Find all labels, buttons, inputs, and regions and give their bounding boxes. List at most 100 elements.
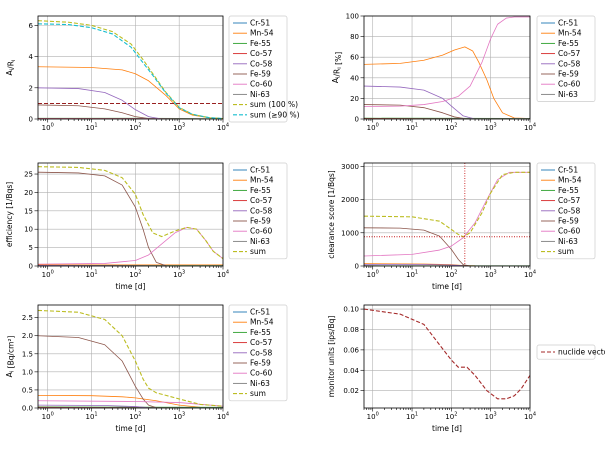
series-line: [364, 171, 530, 238]
chart-p4: 100 101 102 103 104 0 1000 2000 3000 time [d] clea…: [327, 162, 596, 291]
x-tick-label: 104: [217, 412, 229, 422]
legend-entry: Ni-63: [558, 237, 578, 246]
legend-entry: Fe-55: [558, 186, 579, 195]
chart-p6: 100 101 102 103 104 0.02 0.04 0.06 0.08 0.10 time …: [327, 304, 605, 433]
legend-entry: Mn-54: [250, 318, 274, 327]
y-tick-label: 6: [29, 22, 34, 30]
legend-entry: Cr-51: [250, 19, 270, 28]
legend: nuclide vector: [536, 344, 605, 360]
series-line: [364, 171, 530, 257]
legend-entry: Fe-55: [250, 39, 271, 48]
legend-entry: Co-57: [558, 196, 580, 205]
legend-entry: Mn-54: [250, 29, 274, 38]
legend-entry: sum: [250, 247, 266, 256]
gridlines: [364, 15, 531, 120]
gridlines: [364, 305, 531, 408]
legend-entry: Mn-54: [250, 176, 274, 185]
x-tick-label: 101: [406, 412, 418, 422]
y-tick-label: 100: [346, 13, 359, 21]
axes-frame: [363, 15, 531, 120]
legend-entry: Co-58: [558, 59, 580, 68]
series-line: [364, 46, 530, 119]
series-group: [38, 309, 223, 408]
x-tick-label: 102: [445, 270, 457, 280]
y-tick-label: 20: [350, 95, 359, 103]
x-tick-label: 103: [173, 270, 185, 280]
series-line: [38, 309, 223, 407]
x-tick-label: 103: [485, 270, 497, 280]
series-group: [364, 308, 530, 400]
legend-entry: Ni-63: [558, 90, 578, 99]
x-tick-label: 102: [129, 270, 141, 280]
series-line: [38, 335, 157, 408]
legend-entry: nuclide vector: [558, 348, 605, 357]
legend-box: [228, 304, 288, 402]
y-tick-label: 0.02: [343, 387, 359, 395]
axes-frame: [37, 162, 224, 267]
x-tick-label: 100: [42, 270, 54, 280]
series-line: [364, 85, 476, 119]
x-tick-label: 104: [217, 270, 229, 280]
x-tick-label: 100: [367, 412, 379, 422]
y-tick-label: 80: [350, 33, 359, 41]
y-tick-label: 2.5: [22, 314, 33, 322]
legend-entry: sum: [250, 389, 266, 398]
y-tick-label: 0: [29, 263, 33, 271]
y-tick-label: 25: [24, 171, 33, 179]
axes-frame: [37, 15, 224, 120]
x-tick-label: 101: [85, 412, 97, 422]
y-tick-label: 1000: [341, 229, 359, 237]
y-axis-label: Ai/Ri [%]: [331, 52, 343, 83]
legend-entry: Fe-59: [250, 359, 271, 368]
legend-entry: sum: [558, 247, 574, 256]
x-tick-label: 104: [524, 412, 536, 422]
y-axis-label: efficiency [1/Bqs]: [5, 182, 14, 247]
legend-entry: Fe-55: [250, 186, 271, 195]
y-tick-label: 15: [24, 207, 33, 215]
legend-entry: Mn-54: [558, 176, 582, 185]
series-line: [38, 166, 223, 260]
legend-entry: Mn-54: [558, 29, 582, 38]
series-line: [38, 66, 223, 119]
x-tick-label: 102: [129, 123, 141, 133]
legend-entry: Fe-55: [250, 328, 271, 337]
gridlines: [364, 163, 531, 267]
legend-entry: Co-58: [558, 206, 580, 215]
legend-box: [228, 162, 288, 260]
x-tick-label: 102: [445, 412, 457, 422]
series-line: [38, 20, 223, 119]
y-tick-label: 0.06: [343, 346, 359, 354]
y-tick-label: 40: [350, 74, 359, 82]
y-tick-label: 0.5: [22, 386, 33, 394]
x-tick-label: 101: [85, 123, 97, 133]
legend-entry: Fe-59: [558, 217, 579, 226]
y-tick-label: 20: [24, 189, 33, 197]
axes-frame: [363, 304, 531, 409]
chart-p1: 100 101 102 103 1040246Ai/RiCr-51Mn-54Fe-55C…: [5, 15, 300, 133]
legend-entry: Fe-55: [558, 39, 579, 48]
y-tick-label: 10: [24, 226, 33, 234]
x-tick-label: 103: [173, 123, 185, 133]
series-line: [364, 227, 471, 266]
legend-entry: Fe-59: [250, 217, 271, 226]
x-axis-label: time [d]: [432, 282, 462, 291]
y-tick-label: 0: [355, 116, 359, 124]
series-line: [38, 23, 223, 119]
series-line: [38, 104, 162, 119]
series-group: [38, 20, 223, 119]
x-tick-label: 100: [42, 412, 54, 422]
y-tick-label: 2: [29, 84, 33, 92]
y-tick-label: 0.04: [343, 367, 359, 375]
x-tick-label: 102: [129, 412, 141, 422]
series-line: [364, 308, 530, 400]
x-tick-label: 104: [524, 123, 536, 133]
y-tick-label: 1.0: [22, 368, 33, 376]
legend-box: [536, 162, 596, 260]
legend-box: [228, 15, 288, 123]
legend-entry: Co-58: [250, 59, 272, 68]
legend-box: [536, 15, 596, 102]
y-tick-label: 2.0: [22, 332, 33, 340]
y-tick-label: 5: [29, 244, 33, 252]
